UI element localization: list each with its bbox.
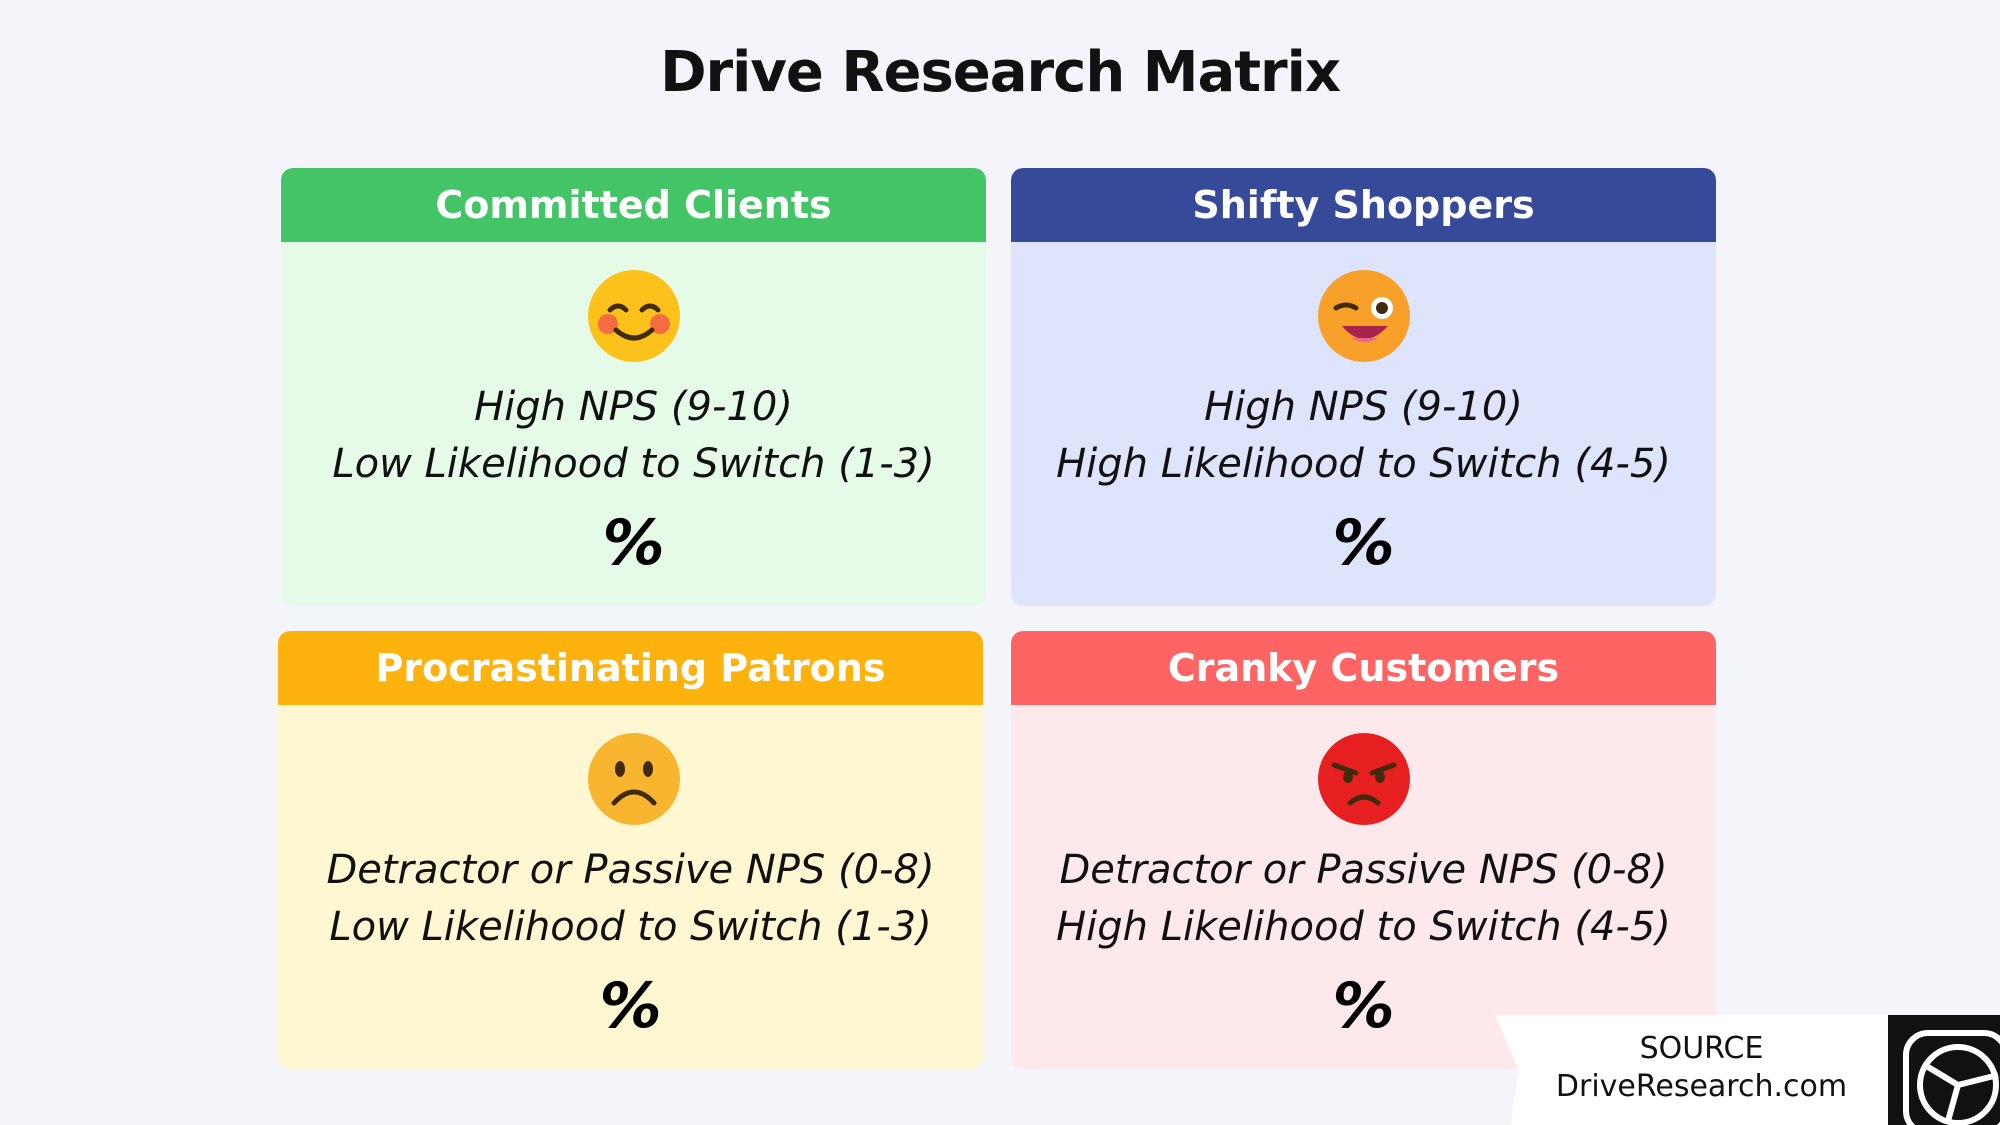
quadrant-header: Procrastinating Patrons	[278, 631, 983, 705]
quadrant: Procrastinating Patrons Detractor or Pas…	[278, 631, 983, 1069]
nps-text: Detractor or Passive NPS (0-8)	[326, 847, 935, 893]
source-label: SOURCE	[1639, 1031, 1764, 1066]
emoji	[588, 733, 680, 825]
percent: %	[1332, 506, 1395, 579]
emoji	[1318, 270, 1410, 362]
percent: %	[602, 506, 665, 579]
quadrant-header: Shifty Shoppers	[1011, 168, 1716, 242]
quadrant-header: Cranky Customers	[1011, 631, 1716, 705]
switch-text: Low Likelihood to Switch (1-3)	[332, 441, 935, 487]
percent: %	[1332, 969, 1395, 1042]
switch-text: High Likelihood to Switch (4-5)	[1056, 441, 1671, 487]
source-box: SOURCE DriveResearch.com	[1495, 1015, 1888, 1125]
title: Drive Research Matrix	[660, 40, 1341, 105]
quadrant: Committed Clients High NPS (9-10) Low Li…	[281, 168, 986, 606]
emoji	[588, 270, 680, 362]
nps-text: Detractor or Passive NPS (0-8)	[1059, 847, 1668, 893]
switch-text: Low Likelihood to Switch (1-3)	[329, 904, 932, 950]
quadrant: Shifty Shoppers High NPS (9-10) High Lik…	[1011, 168, 1716, 606]
nps-text: High NPS (9-10)	[474, 384, 793, 430]
quadrant-header: Committed Clients	[281, 168, 986, 242]
nps-text: High NPS (9-10)	[1204, 384, 1523, 430]
emoji	[1318, 733, 1410, 825]
quadrant: Cranky Customers Detractor or Passive NP…	[1011, 631, 1716, 1069]
logo	[1888, 1015, 2000, 1125]
percent: %	[599, 969, 662, 1042]
switch-text: High Likelihood to Switch (4-5)	[1056, 904, 1671, 950]
source-site: DriveResearch.com	[1555, 1069, 1848, 1104]
